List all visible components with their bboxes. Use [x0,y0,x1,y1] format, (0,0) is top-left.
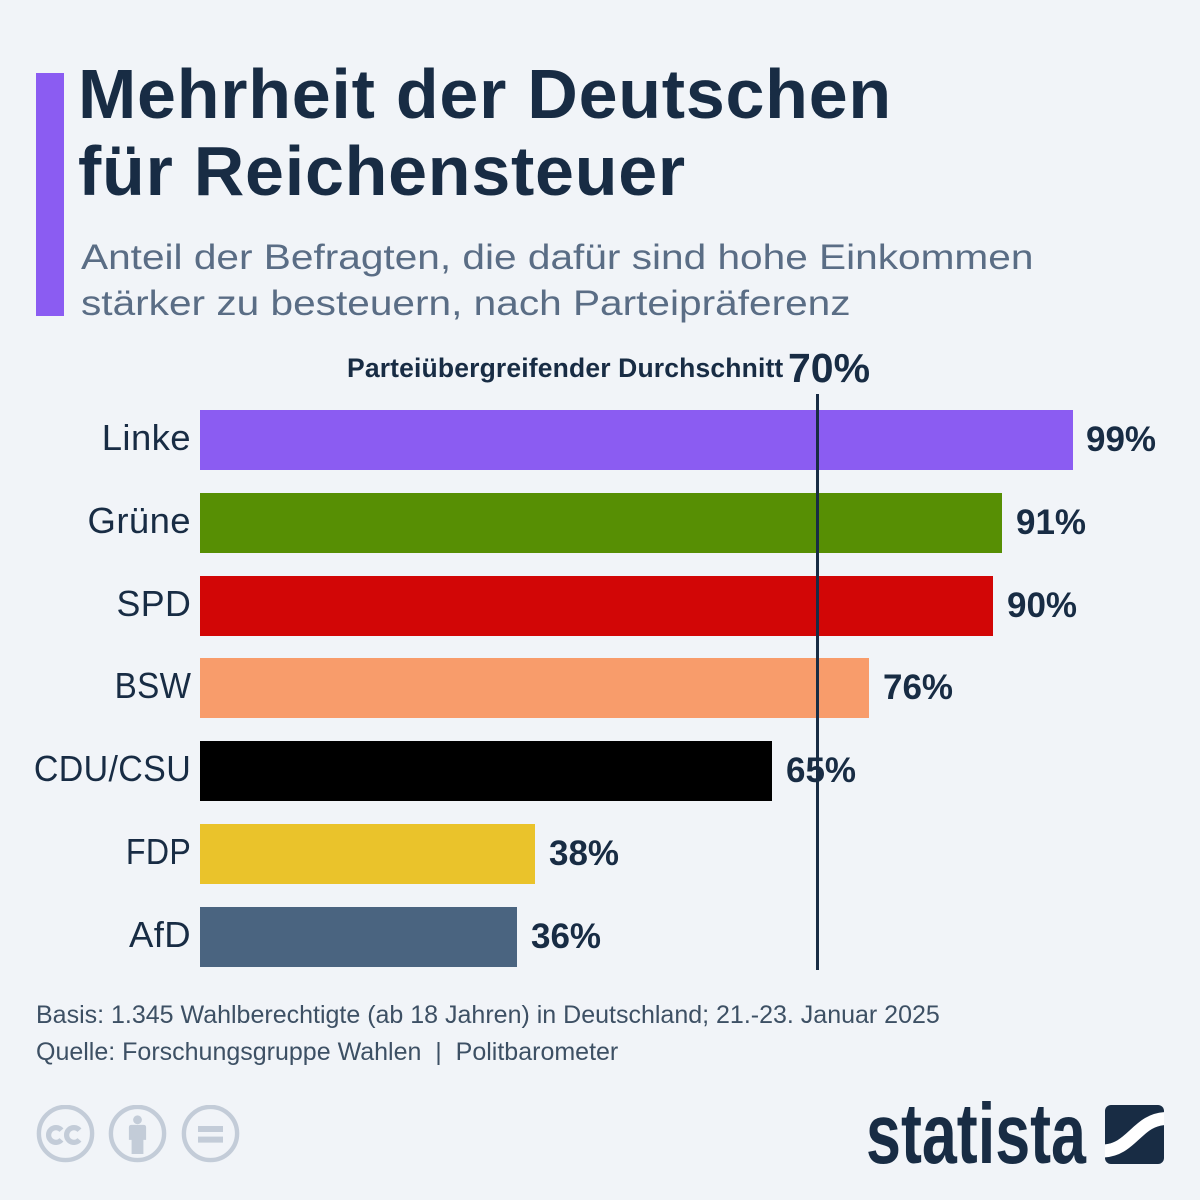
svg-text:statista: statista [866,1098,1087,1168]
